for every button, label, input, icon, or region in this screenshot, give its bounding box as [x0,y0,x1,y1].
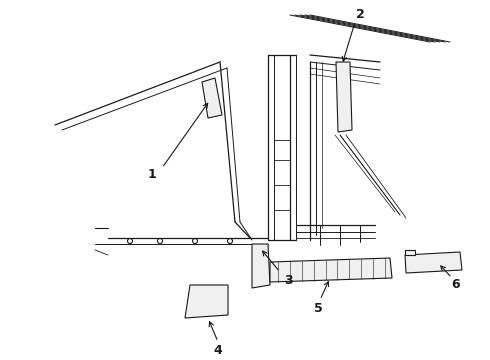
Polygon shape [405,252,462,273]
Polygon shape [202,78,222,118]
Polygon shape [270,258,392,282]
Text: 3: 3 [284,274,293,287]
Text: 5: 5 [314,302,322,315]
Text: 1: 1 [147,168,156,181]
Text: 6: 6 [452,279,460,292]
Polygon shape [336,62,352,132]
Polygon shape [252,244,270,288]
Text: 2: 2 [356,9,365,22]
Polygon shape [405,250,415,255]
Text: 4: 4 [214,343,222,356]
Polygon shape [185,285,228,318]
